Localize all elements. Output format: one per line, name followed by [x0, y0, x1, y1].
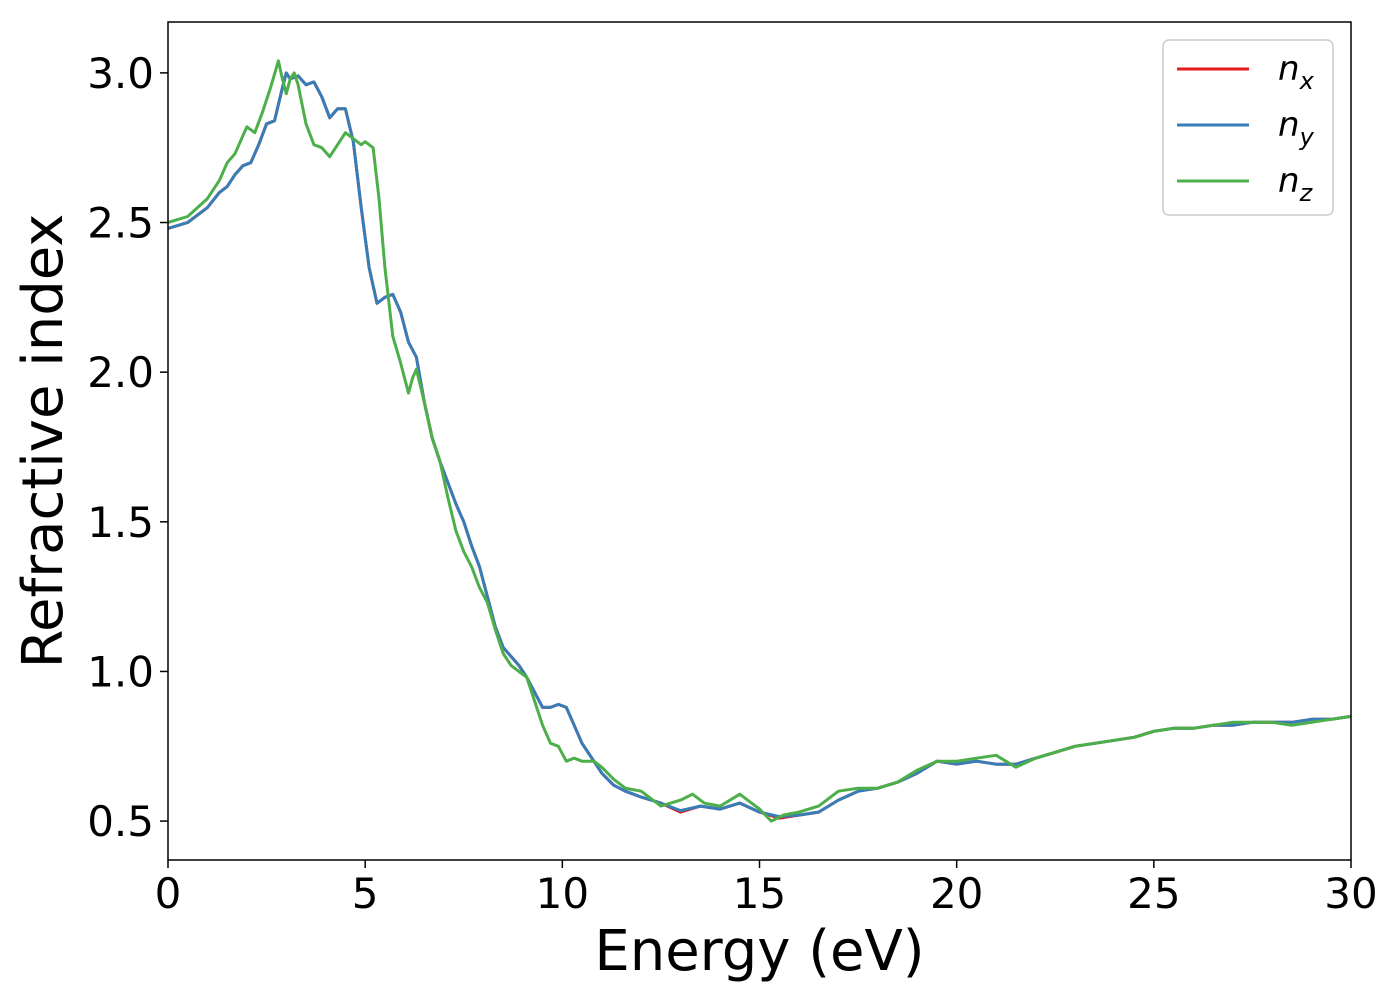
series-line-nz	[168, 59, 1351, 823]
x-tick-label: 25	[1127, 869, 1180, 918]
x-tick-label: 20	[930, 869, 983, 918]
x-tick-label: 15	[733, 869, 786, 918]
series-layer	[168, 59, 1351, 823]
y-tick-label: 1.5	[87, 498, 154, 547]
y-tick-label: 2.0	[87, 348, 154, 397]
y-tick-label: 3.0	[87, 49, 154, 98]
y-tick-label: 0.5	[87, 797, 154, 846]
legend-label-nx: nx	[1278, 49, 1315, 95]
x-axis-label: Energy (eV)	[594, 919, 924, 984]
y-tick-label: 1.0	[87, 647, 154, 696]
y-tick-label: 2.5	[87, 199, 154, 248]
x-tick-label: 0	[155, 869, 182, 918]
legend-label-nz: nz	[1278, 161, 1314, 207]
legend-box	[1162, 39, 1334, 216]
x-tick-label: 5	[352, 869, 379, 918]
y-axis-label: Refractive index	[11, 214, 76, 669]
legend: nx ny nz	[1162, 39, 1334, 216]
y-axis: 0.5 1.0 1.5 2.0 2.5 3.0	[87, 49, 168, 846]
x-tick-label: 30	[1324, 869, 1377, 918]
x-tick-label: 10	[536, 869, 589, 918]
legend-label-ny: ny	[1278, 105, 1315, 151]
x-axis: 0 5 10 15 20 25 30	[155, 860, 1378, 918]
